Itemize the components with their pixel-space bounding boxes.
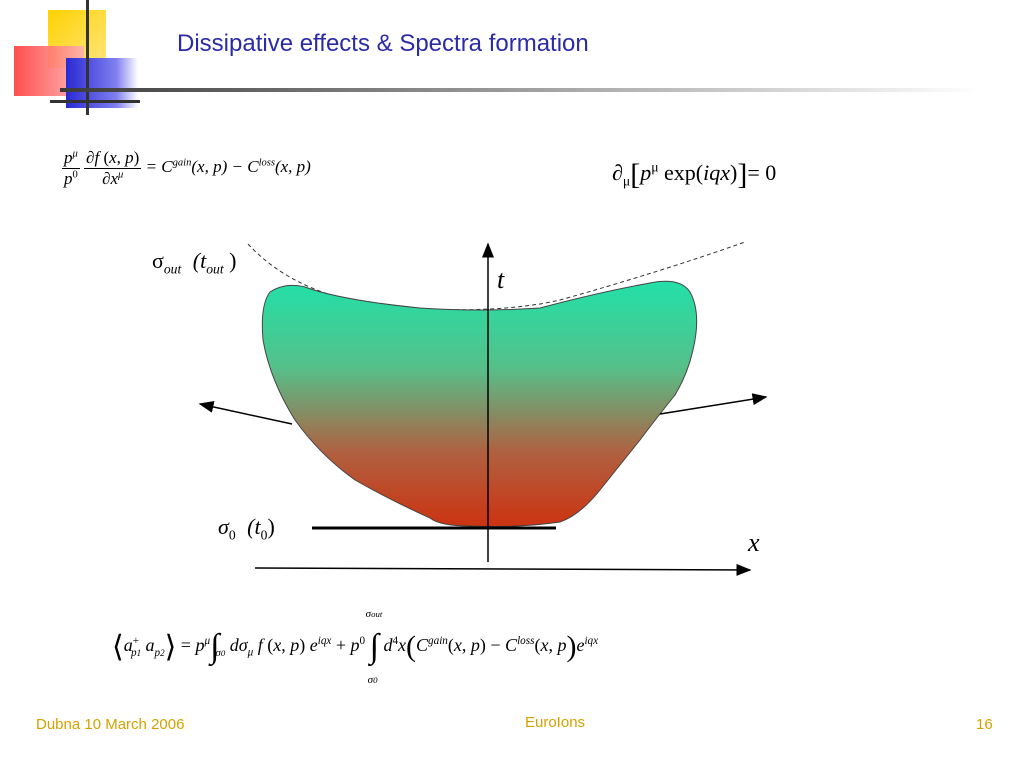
deco-horizontal-line [50, 100, 140, 103]
emission-arrow-right [659, 393, 768, 415]
footer-date: Dubna 10 March 2006 [36, 716, 185, 733]
slide-number: 16 [976, 716, 993, 733]
deco-vertical-line [86, 0, 89, 115]
sigma-out-label: σout (tout ) [152, 248, 237, 277]
sigma-0-label: σ0 (t0) [218, 514, 275, 543]
footer-title: EuroIons [525, 714, 586, 731]
fireball-shape [261, 280, 698, 527]
kinetic-equation-rhs: = Cgain(x, p) − Closs(x, p) [145, 157, 311, 177]
emission-arrow-left [198, 401, 293, 425]
x-axis [254, 563, 752, 576]
kinetic-equation-fraction-1: pμ p0 [62, 148, 80, 188]
kinetic-equation: pμ p0 ∂f (x, p) ∂xμ = Cgain(x, p) − Clos… [62, 148, 311, 189]
spectrum-formula: ⟨a+p1 ap2⟩ = pμ∫σ0 dσμ f (x, p) eiqx + p… [112, 608, 599, 686]
title-underline [60, 88, 980, 92]
t-axis-label: t [497, 265, 505, 294]
kinetic-equation-fraction-2: ∂f (x, p) ∂xμ [84, 148, 142, 188]
deco-blue-square [66, 58, 138, 108]
conservation-equation: ∂μ[pμ exp(iqx)]= 0 [612, 158, 777, 191]
slide-title: Dissipative effects & Spectra formation [177, 30, 589, 57]
x-axis-label: x [748, 528, 760, 557]
